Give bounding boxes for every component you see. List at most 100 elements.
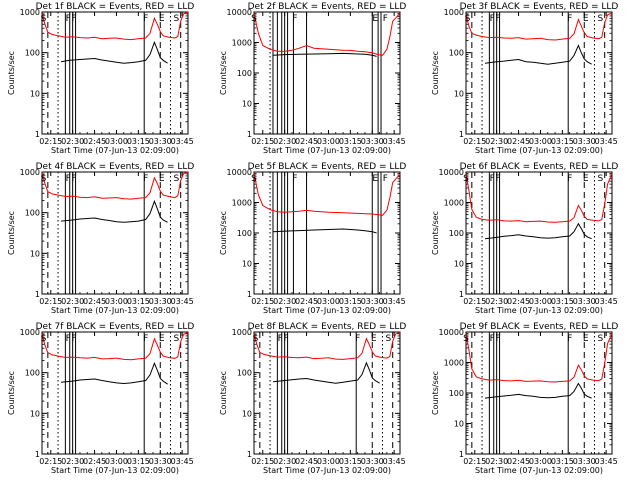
chart-panel-4: Det 4f BLACK = Events, RED = LLD 1 10 100 10… [7, 162, 194, 315]
x-axis-label: Start Time (07-Jun-13 02:09:00) [51, 466, 179, 475]
x-tick-label: 02:45 [83, 457, 106, 466]
x-tick-label: 03:45 [171, 137, 194, 146]
marker-label: F [567, 334, 572, 344]
marker-label: F [72, 334, 77, 344]
marker-label: F [66, 174, 71, 184]
marker-label: F [490, 174, 495, 184]
marker-label: S [251, 174, 257, 184]
x-tick-label: 02:45 [295, 137, 318, 146]
x-tick-label: 03:45 [171, 297, 194, 306]
y-tick-label: 100 [449, 229, 464, 238]
y-tick-label: 1 [459, 450, 464, 459]
x-axis-label: Start Time (07-Jun-13 02:09:00) [263, 146, 391, 155]
marker-label: E [159, 174, 165, 184]
y-axis-label: Counts/sec [219, 371, 228, 415]
y-tick-label: 1 [247, 450, 252, 459]
y-tick-label: 1000 [232, 39, 252, 48]
marker-label: F [496, 174, 501, 184]
marker-label: E [372, 14, 378, 24]
x-tick-label: 02:15 [39, 457, 62, 466]
x-axis-label: Start Time (07-Jun-13 02:09:00) [475, 306, 603, 315]
marker-label: F [567, 14, 572, 24]
x-tick-label: 02:30 [485, 457, 508, 466]
x-tick-label: 03:15 [127, 137, 150, 146]
x-tick-label: 02:30 [61, 297, 84, 306]
x-axis-label: Start Time (07-Jun-13 02:09:00) [51, 146, 179, 155]
y-axis-label: Counts/sec [7, 51, 16, 95]
x-tick-label: 03:15 [339, 297, 362, 306]
marker-label: E [159, 14, 165, 24]
x-tick-label: 02:15 [251, 137, 274, 146]
chart-panel-9: Det 9f BLACK = Events, RED = LLD 1 10 100 10… [431, 322, 618, 475]
x-tick-label: 02:45 [507, 137, 530, 146]
y-axis-label: Counts/sec [431, 371, 440, 415]
y-tick-label: 100 [449, 49, 464, 58]
x-tick-label: 03:00 [529, 457, 552, 466]
events-series-line [60, 361, 168, 385]
x-tick-label: 03:30 [573, 137, 596, 146]
y-tick-label: 10 [454, 260, 464, 269]
events-series-line [60, 199, 168, 223]
y-tick-label: 1000 [20, 328, 40, 337]
x-tick-label: 03:15 [127, 297, 150, 306]
y-tick-label: 100 [25, 209, 40, 218]
events-series-line [272, 52, 377, 57]
lld-series-line [465, 12, 613, 41]
marker-label: F [383, 14, 388, 24]
x-tick-label: 02:45 [83, 137, 106, 146]
y-axis-label: Counts/sec [219, 51, 228, 95]
marker-label: S [463, 334, 469, 344]
marker-label: F [66, 334, 71, 344]
events-series-line [272, 361, 380, 384]
x-tick-label: 02:15 [463, 137, 486, 146]
y-tick-label: 10000 [439, 168, 464, 177]
x-tick-label: 02:15 [463, 457, 486, 466]
chart-panel-2: Det 2f BLACK = Events, RED = LLD 1 10 100 10… [219, 2, 406, 155]
marker-label: S [463, 174, 469, 184]
marker-label: F [496, 14, 501, 24]
y-axis-label: Counts/sec [219, 211, 228, 255]
y-tick-label: 1000 [444, 199, 464, 208]
marker-label: F [278, 334, 283, 344]
y-tick-label: 1 [247, 130, 252, 139]
y-tick-label: 10 [30, 249, 40, 258]
x-tick-label: 02:30 [273, 297, 296, 306]
x-axis-label: Start Time (07-Jun-13 02:09:00) [475, 146, 603, 155]
events-series-line [484, 222, 592, 240]
chart-title: Det 2f BLACK = Events, RED = LLD [248, 2, 407, 12]
marker-label: F [72, 174, 77, 184]
y-axis-label: Counts/sec [7, 371, 16, 415]
x-tick-label: 03:00 [317, 297, 340, 306]
x-tick-label: 03:00 [317, 457, 340, 466]
x-tick-label: 02:15 [463, 297, 486, 306]
x-tick-label: 02:15 [251, 297, 274, 306]
x-axis-label: Start Time (07-Jun-13 02:09:00) [51, 306, 179, 315]
x-tick-label: 03:30 [149, 297, 172, 306]
marker-label: F [143, 334, 148, 344]
marker-label: F [66, 14, 71, 24]
plot-frame [41, 331, 189, 455]
y-tick-label: 100 [237, 369, 252, 378]
y-tick-label: 10 [454, 89, 464, 98]
x-tick-label: 03:00 [529, 137, 552, 146]
lld-series-line [253, 331, 401, 360]
y-tick-label: 1000 [20, 8, 40, 17]
plot-frame [41, 11, 189, 135]
x-tick-label: 02:30 [61, 457, 84, 466]
lld-series-line [253, 13, 401, 56]
marker-label: S [597, 334, 603, 344]
x-tick-label: 03:30 [573, 457, 596, 466]
y-tick-label: 1000 [232, 328, 252, 337]
marker-label: E [372, 174, 378, 184]
lld-series-line [465, 173, 613, 223]
marker-label: S [173, 334, 179, 344]
marker-label: S [253, 334, 259, 344]
x-tick-label: 03:30 [573, 297, 596, 306]
marker-label: F [292, 14, 297, 24]
x-tick-label: 02:45 [295, 297, 318, 306]
marker-label: F [496, 334, 501, 344]
marker-label: S [41, 14, 47, 24]
y-tick-label: 100 [25, 369, 40, 378]
marker-label: F [143, 174, 148, 184]
x-tick-label: 02:45 [83, 297, 106, 306]
